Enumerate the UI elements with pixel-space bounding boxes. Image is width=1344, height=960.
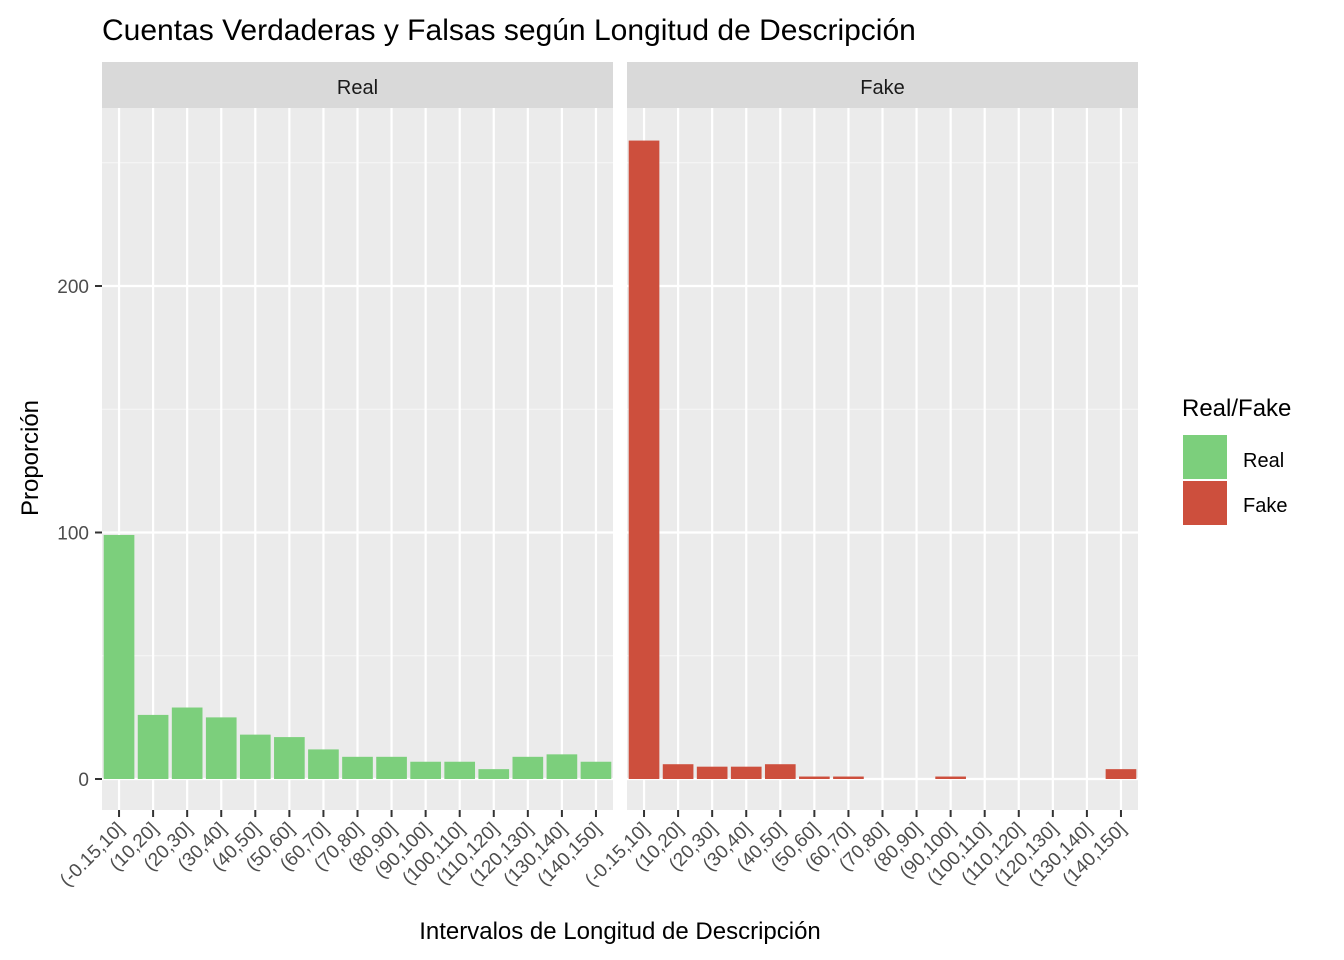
bar-fake-14: [1105, 769, 1137, 779]
bar-fake-1: [662, 764, 694, 779]
y-axis: 0 100 200: [57, 277, 102, 791]
bar-real-2: [171, 707, 203, 779]
legend-label-fake: Fake: [1243, 495, 1287, 517]
bar-fake-5: [799, 776, 830, 779]
legend-label-real: Real: [1243, 450, 1284, 472]
legend-key-fake: [1183, 481, 1227, 525]
bar-real-7: [342, 756, 373, 779]
bar-fake-4: [764, 764, 796, 779]
legend-title: Real/Fake: [1182, 395, 1291, 422]
legend-key-real: [1183, 435, 1227, 479]
bar-fake-6: [833, 776, 864, 779]
bar-real-6: [308, 749, 339, 779]
facet-strip-label-real: Real: [337, 77, 378, 99]
bar-real-10: [444, 761, 476, 779]
bar-real-5: [274, 737, 305, 779]
bar-real-8: [376, 756, 407, 779]
panel-fake: Fake(-0.15,10](10,20](20,30](30,40](40,5…: [581, 62, 1138, 891]
bar-real-14: [580, 761, 612, 779]
bar-real-13: [546, 754, 578, 779]
chart-title: Cuentas Verdaderas y Falsas según Longit…: [102, 14, 916, 47]
bar-fake-3: [730, 766, 762, 779]
bar-real-12: [512, 756, 544, 779]
y-axis-title: Proporción: [17, 400, 44, 516]
facet-strip-real: [102, 62, 613, 108]
y-tick-label: 200: [57, 277, 89, 298]
bar-real-9: [410, 761, 441, 779]
panel-real: Real(-0.15,10](10,20](20,30](30,40](40,5…: [56, 62, 613, 891]
bar-real-11: [478, 769, 510, 779]
facet-strip-fake: [627, 62, 1138, 108]
legend: Real/Fake Real Fake: [1182, 395, 1291, 525]
bar-fake-0: [628, 140, 660, 779]
y-tick-label: 0: [78, 770, 89, 791]
y-tick-label: 100: [57, 524, 89, 545]
bar-real-1: [137, 714, 169, 779]
bar-fake-2: [696, 766, 728, 779]
bar-real-4: [239, 734, 271, 779]
bar-fake-9: [935, 776, 966, 779]
x-axis-title: Intervalos de Longitud de Descripción: [419, 918, 821, 945]
bar-real-3: [205, 717, 237, 779]
facet-strip-label-fake: Fake: [860, 77, 904, 99]
bar-real-0: [103, 534, 135, 779]
